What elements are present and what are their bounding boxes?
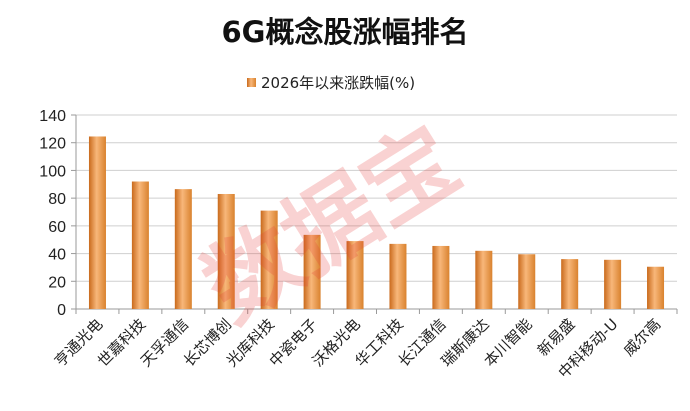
y-tick-label: 140	[39, 108, 66, 125]
x-tick-label: 本川智能	[480, 315, 535, 370]
bar	[475, 250, 493, 309]
bar	[260, 210, 278, 309]
bar	[604, 259, 622, 309]
bar	[217, 193, 235, 309]
y-tick-label: 40	[48, 247, 66, 264]
bars	[88, 136, 665, 309]
bar	[432, 245, 450, 309]
y-tick-label: 100	[39, 163, 66, 180]
bar	[174, 189, 192, 309]
bar	[561, 259, 579, 309]
y-tick-label: 80	[48, 191, 66, 208]
y-tick-label: 20	[48, 274, 66, 291]
bar	[88, 136, 106, 309]
bar	[389, 243, 407, 309]
chart-title: 6G概念股涨幅排名	[222, 15, 469, 49]
bar	[346, 241, 364, 309]
bar	[303, 234, 321, 309]
x-axis: 亨通光电世嘉科技天孚通信长芯博创光库科技中瓷电子沃格光电华工科技长江通信瑞斯康达…	[51, 309, 678, 382]
bar	[131, 181, 149, 309]
legend-swatch	[247, 78, 256, 87]
y-axis: 0 20 40 60 80 100 120 140	[39, 108, 77, 319]
bar	[518, 254, 536, 309]
bar	[647, 266, 665, 309]
x-tick-label: 威尔高	[620, 315, 665, 360]
legend: 2026年以来涨跌幅(%)	[247, 74, 415, 92]
y-tick-label: 0	[57, 302, 66, 319]
legend-label: 2026年以来涨跌幅(%)	[261, 74, 415, 92]
y-tick-label: 60	[48, 219, 66, 236]
y-tick-label: 120	[39, 136, 66, 153]
